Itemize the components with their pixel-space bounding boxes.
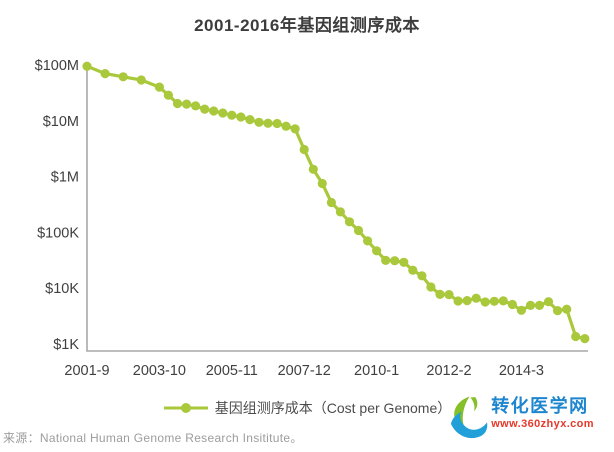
y-tick-label: $10K xyxy=(45,281,79,297)
y-tick-label: $1K xyxy=(53,337,79,353)
x-tick-label: 2003-10 xyxy=(133,363,186,379)
data-point xyxy=(562,304,572,314)
data-point xyxy=(372,246,382,256)
data-point xyxy=(363,236,373,246)
data-point xyxy=(254,117,264,127)
data-point xyxy=(435,289,445,299)
x-tick-label: 2007-12 xyxy=(278,363,331,379)
data-point xyxy=(82,61,92,71)
data-point xyxy=(426,282,436,292)
legend: 基因组测序成本（Cost per Genome） xyxy=(0,398,614,418)
data-point xyxy=(236,112,246,122)
data-point xyxy=(308,164,318,174)
data-point xyxy=(272,118,282,129)
data-point xyxy=(326,197,336,208)
data-point xyxy=(209,106,219,116)
data-point xyxy=(480,297,490,307)
data-point xyxy=(136,75,146,85)
legend-label: 基因组测序成本（Cost per Genome） xyxy=(214,400,452,416)
data-point xyxy=(263,118,273,128)
data-point xyxy=(335,207,345,217)
x-tick-label: 2014-3 xyxy=(499,363,544,379)
data-point xyxy=(462,296,472,306)
data-point xyxy=(489,296,499,306)
page-title: 2001-2016年基因组测序成本 xyxy=(194,16,420,35)
data-point xyxy=(100,69,110,79)
y-tick-label: $100K xyxy=(37,225,79,241)
data-point xyxy=(317,178,327,189)
x-tick-label: 2001-9 xyxy=(64,363,109,379)
data-point xyxy=(200,104,210,114)
data-point xyxy=(381,255,391,265)
data-point xyxy=(154,82,164,92)
axes xyxy=(86,65,588,352)
data-points xyxy=(82,61,590,344)
data-point xyxy=(444,290,454,300)
x-tick-label: 2012-2 xyxy=(426,363,471,379)
data-point xyxy=(163,90,173,100)
data-point xyxy=(408,265,418,275)
y-tick-label: $10M xyxy=(43,114,79,130)
site-watermark: 转化医学网 www.360zhyx.com xyxy=(449,395,594,443)
data-point xyxy=(172,98,183,109)
data-point xyxy=(344,217,355,227)
data-point xyxy=(390,256,400,266)
x-tick-label: 2005-11 xyxy=(206,363,258,379)
data-point xyxy=(353,225,364,236)
data-point xyxy=(290,124,300,134)
data-point xyxy=(281,121,291,131)
legend-line-marker-icon xyxy=(163,403,208,413)
data-point xyxy=(218,108,228,118)
data-point xyxy=(507,299,517,310)
x-tick-label: 2010-1 xyxy=(354,363,399,379)
data-point xyxy=(571,331,581,342)
data-point xyxy=(245,115,255,125)
data-point xyxy=(399,257,409,267)
cost-line xyxy=(85,64,587,341)
data-point xyxy=(471,293,481,303)
data-point xyxy=(118,72,128,82)
data-point xyxy=(516,305,527,315)
watermark-text: 转化医学网 www.360zhyx.com xyxy=(491,395,594,430)
data-point xyxy=(525,300,536,310)
data-point xyxy=(191,101,201,111)
data-point xyxy=(299,144,309,155)
x-axis-labels: 2001-9 2003-10 2005-11 2007-12 2010-1 2012-2 2… xyxy=(64,363,544,379)
watermark-site-url: www.360zhyx.com xyxy=(491,417,594,430)
watermark-site-name: 转化医学网 xyxy=(491,396,589,416)
y-tick-label: $100M xyxy=(35,58,79,74)
data-point xyxy=(417,271,427,281)
data-point xyxy=(543,297,554,307)
y-tick-label: $1M xyxy=(51,170,79,186)
data-point xyxy=(534,300,545,310)
data-point xyxy=(580,334,590,344)
y-axis-labels: $100M $10M $1M $100K $10K $1K xyxy=(35,58,80,353)
source-note: 来源：National Human Genome Research Insiti… xyxy=(3,431,303,445)
data-point xyxy=(453,296,463,306)
360zhyx-logo-icon xyxy=(451,396,488,439)
data-point xyxy=(227,110,237,120)
data-point xyxy=(498,296,508,306)
data-point xyxy=(182,99,192,109)
data-point xyxy=(553,306,563,316)
